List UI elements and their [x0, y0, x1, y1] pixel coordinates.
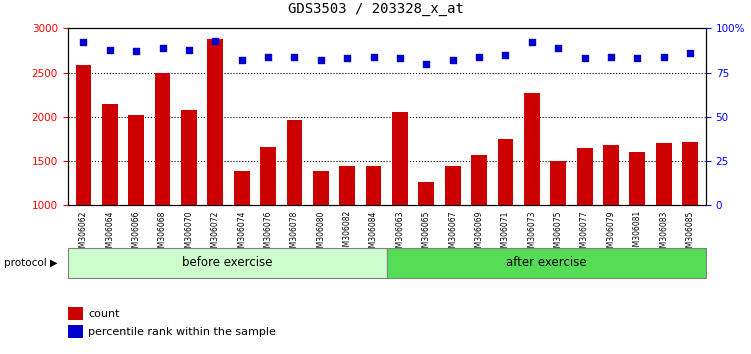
- Bar: [76, 65, 92, 294]
- Point: [526, 40, 538, 45]
- Bar: [577, 148, 593, 294]
- Bar: [550, 161, 566, 294]
- Point: [183, 47, 195, 52]
- Point: [421, 61, 433, 67]
- Bar: [260, 147, 276, 294]
- Text: count: count: [89, 309, 119, 319]
- Bar: [682, 142, 698, 294]
- Point: [288, 54, 300, 59]
- Text: ▶: ▶: [50, 258, 58, 268]
- Bar: [656, 143, 671, 294]
- Point: [578, 56, 590, 61]
- Point: [684, 50, 696, 56]
- Point: [499, 52, 511, 58]
- Bar: [629, 152, 645, 294]
- Point: [658, 54, 670, 59]
- Bar: [207, 39, 223, 294]
- Bar: [128, 115, 144, 294]
- Point: [236, 57, 248, 63]
- Point: [104, 47, 116, 52]
- Bar: [68, 307, 83, 320]
- Point: [552, 45, 564, 51]
- Bar: [392, 113, 408, 294]
- Point: [367, 54, 379, 59]
- Point: [130, 48, 142, 54]
- Bar: [445, 166, 460, 294]
- Bar: [287, 120, 303, 294]
- Point: [447, 57, 459, 63]
- Bar: [524, 93, 540, 294]
- Point: [632, 56, 644, 61]
- Point: [394, 56, 406, 61]
- Bar: [234, 171, 249, 294]
- Bar: [471, 155, 487, 294]
- Text: before exercise: before exercise: [182, 256, 273, 269]
- Point: [262, 54, 274, 59]
- Bar: [498, 139, 514, 294]
- Text: GDS3503 / 203328_x_at: GDS3503 / 203328_x_at: [288, 2, 463, 16]
- Bar: [366, 166, 382, 294]
- Bar: [102, 104, 118, 294]
- Point: [341, 56, 353, 61]
- Point: [210, 38, 222, 44]
- Bar: [68, 248, 387, 278]
- Bar: [603, 145, 619, 294]
- Bar: [313, 171, 329, 294]
- Bar: [339, 166, 355, 294]
- Point: [315, 57, 327, 63]
- Bar: [387, 248, 706, 278]
- Text: after exercise: after exercise: [506, 256, 587, 269]
- Point: [605, 54, 617, 59]
- Bar: [155, 74, 170, 294]
- Text: percentile rank within the sample: percentile rank within the sample: [89, 327, 276, 337]
- Bar: [68, 325, 83, 338]
- Text: protocol: protocol: [4, 258, 47, 268]
- Point: [156, 45, 168, 51]
- Point: [473, 54, 485, 59]
- Bar: [418, 182, 434, 294]
- Point: [77, 40, 89, 45]
- Bar: [181, 110, 197, 294]
